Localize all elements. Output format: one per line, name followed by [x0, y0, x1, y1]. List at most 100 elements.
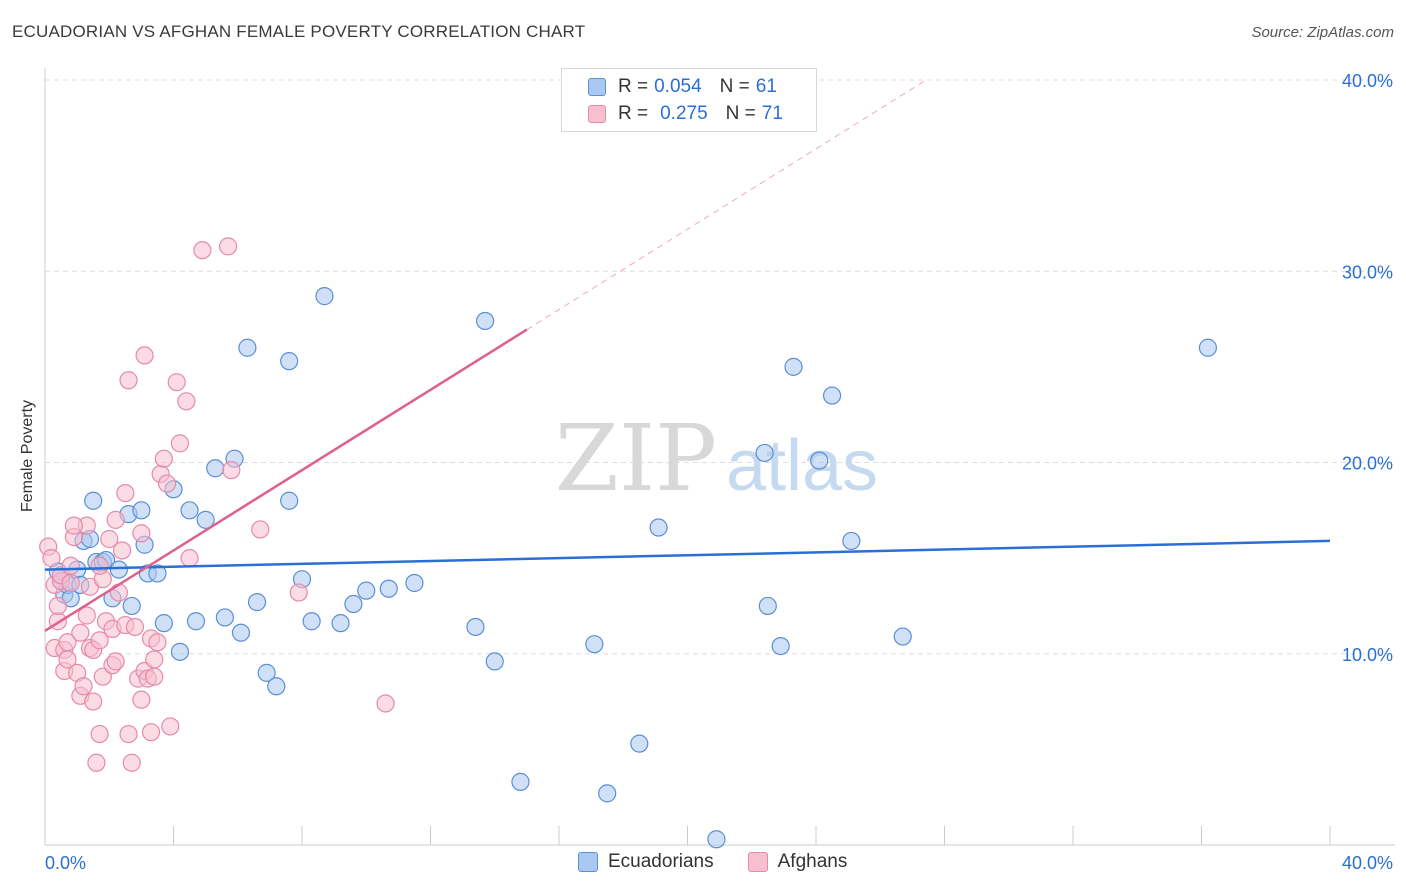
- point-afghan: [132, 690, 151, 709]
- point-ecuadorian: [196, 510, 215, 529]
- point-ecuadorian: [109, 560, 128, 579]
- tick-labels: 10.0% 20.0% 30.0% 40.0% 0.0% 40.0%: [45, 71, 1393, 873]
- point-afghan: [90, 724, 109, 744]
- x-tick-label: 40.0%: [1342, 853, 1393, 873]
- point-ecuadorian: [257, 663, 276, 682]
- point-ecuadorian: [267, 677, 286, 696]
- y-tick-label: 40.0%: [1342, 71, 1393, 91]
- source-credit: Source: ZipAtlas.com: [1251, 24, 1394, 41]
- point-afghan: [90, 556, 109, 575]
- point-ecuadorian: [405, 573, 424, 593]
- point-ecuadorian: [148, 564, 167, 583]
- legend-item-ecuadorians: Ecuadorians: [578, 851, 714, 873]
- legend-item-afghans: Afghans: [747, 851, 848, 873]
- point-afghan: [170, 434, 190, 453]
- point-ecuadorian: [771, 636, 790, 656]
- legend-swatch-pink: [747, 852, 768, 872]
- watermark-atlas: atlas: [726, 426, 878, 506]
- point-afghan: [135, 346, 154, 365]
- point-afghan: [141, 723, 161, 742]
- y-tick-label: 10.0%: [1342, 645, 1393, 665]
- point-ecuadorian: [598, 784, 617, 803]
- legend-r-value: 0.275: [660, 103, 708, 124]
- point-ecuadorian: [302, 612, 321, 631]
- point-afghan: [219, 237, 238, 256]
- point-ecuadorian: [485, 652, 504, 671]
- point-afghan: [42, 549, 61, 568]
- point-ecuadorian: [215, 608, 234, 627]
- point-afghan: [148, 633, 167, 652]
- data-points: [39, 237, 1218, 849]
- legend-label-afghans: Afghans: [777, 851, 848, 872]
- legend-r-label: R =: [618, 76, 649, 97]
- point-afghan: [100, 529, 119, 549]
- point-ecuadorian: [1198, 338, 1218, 357]
- point-afghan: [177, 392, 196, 411]
- point-afghan: [109, 583, 128, 602]
- point-afghan: [122, 753, 141, 772]
- point-ecuadorian: [280, 352, 299, 371]
- trend-line-afghans: [44, 328, 528, 632]
- point-ecuadorian: [170, 642, 190, 661]
- point-ecuadorian: [122, 596, 141, 616]
- point-ecuadorian: [344, 594, 363, 614]
- point-afghan: [106, 652, 125, 671]
- point-ecuadorian: [379, 579, 398, 598]
- point-afghan: [289, 583, 308, 602]
- point-afghan: [112, 541, 132, 560]
- point-afghan: [84, 692, 103, 711]
- point-ecuadorian: [132, 501, 151, 520]
- point-afghan: [106, 510, 125, 529]
- point-ecuadorian: [206, 459, 225, 478]
- point-afghan: [61, 556, 80, 575]
- point-afghan: [87, 753, 106, 772]
- legend-n-value: 71: [761, 103, 783, 124]
- point-ecuadorian: [84, 491, 103, 510]
- point-afghan: [74, 677, 93, 696]
- point-afghan: [222, 461, 241, 480]
- point-afghan: [132, 524, 151, 543]
- point-ecuadorian: [842, 531, 861, 551]
- trend-line-afghans-extension: [526, 79, 927, 331]
- point-afghan: [180, 549, 199, 568]
- point-afghan: [119, 371, 138, 390]
- stats-legend: R = 0.054 N = 61 R = 0.275 N = 71: [561, 68, 817, 132]
- y-tick-label: 20.0%: [1342, 454, 1393, 474]
- legend-n-label: N =: [719, 76, 750, 97]
- legend-label-ecuadorians: Ecuadorians: [608, 851, 714, 872]
- point-afghan: [251, 520, 270, 539]
- gridlines: [45, 79, 1395, 655]
- y-tick-label: 30.0%: [1342, 262, 1393, 282]
- point-afghan: [90, 631, 109, 650]
- point-ecuadorian: [186, 612, 206, 631]
- point-ecuadorian: [649, 518, 668, 537]
- point-ecuadorian: [280, 491, 299, 510]
- point-ecuadorian: [231, 623, 251, 642]
- point-afghan: [161, 717, 180, 736]
- point-ecuadorian: [511, 772, 530, 791]
- point-afghan: [125, 617, 145, 637]
- point-afghan: [48, 596, 67, 616]
- legend-n-value: 61: [755, 76, 777, 97]
- point-ecuadorian: [810, 451, 829, 470]
- point-ecuadorian: [755, 443, 774, 463]
- point-ecuadorian: [238, 338, 257, 357]
- point-ecuadorian: [154, 614, 173, 633]
- legend-swatch-pink: [588, 105, 606, 123]
- point-ecuadorian: [630, 734, 649, 753]
- point-ecuadorian: [466, 617, 485, 637]
- point-ecuadorian: [247, 593, 267, 612]
- point-ecuadorian: [758, 596, 777, 616]
- watermark-zip: ZIP: [555, 405, 717, 512]
- point-afghan: [376, 694, 395, 713]
- chart-title: ECUADORIAN VS AFGHAN FEMALE POVERTY CORR…: [12, 22, 586, 41]
- point-afghan: [154, 449, 173, 468]
- point-ecuadorian: [893, 627, 912, 646]
- point-ecuadorian: [315, 287, 334, 306]
- point-afghan: [71, 623, 90, 642]
- point-ecuadorian: [331, 614, 350, 633]
- point-afghan: [61, 573, 80, 593]
- point-ecuadorian: [180, 501, 199, 520]
- point-afghan: [193, 241, 212, 260]
